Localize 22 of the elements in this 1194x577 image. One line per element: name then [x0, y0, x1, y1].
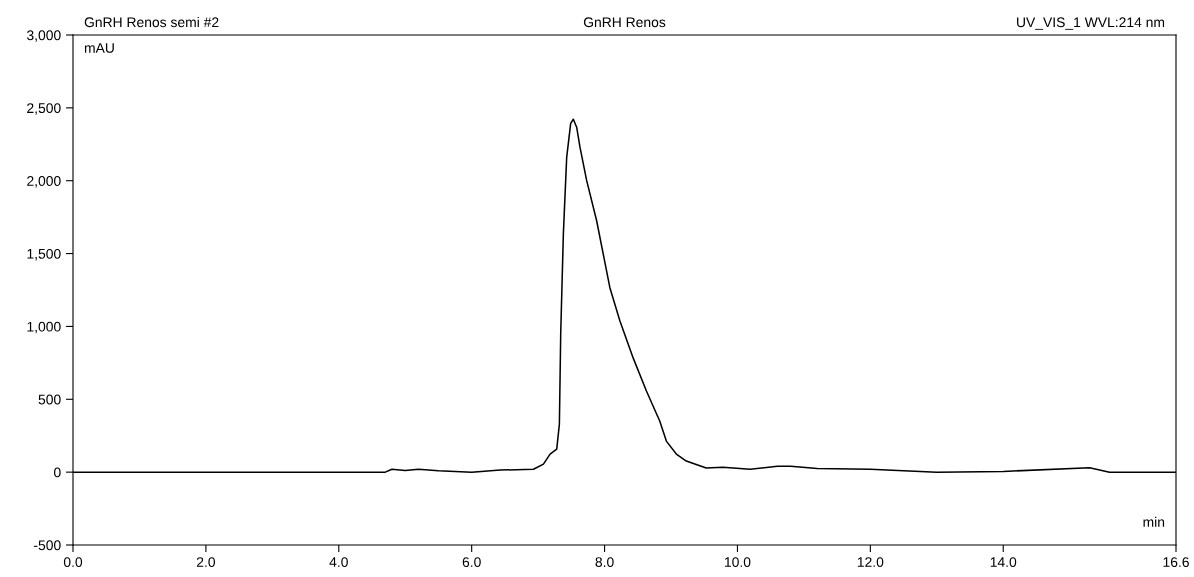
x-tick-label: 16.6 — [1163, 557, 1189, 568]
x-tick-label: 14.0 — [990, 557, 1017, 568]
y-axis-title: mAU — [84, 43, 114, 53]
y-tick-label: -500 — [34, 540, 61, 551]
x-tick-label: 4.0 — [329, 557, 348, 568]
text: UV_VIS_1 WVL:214 nm — [1017, 17, 1165, 30]
x-tick-label: 2.0 — [196, 557, 215, 568]
y-tick-label: 2,500 — [27, 103, 61, 115]
y-tick-label: 1,500 — [27, 248, 61, 261]
y-tick-label: 3,000 — [26, 30, 61, 42]
x-tick-label: 8.0 — [595, 557, 614, 568]
x-tick-label: 12.0 — [857, 557, 884, 568]
y-tick-label: 0 — [54, 467, 61, 478]
x-tick-label: 6.0 — [462, 557, 481, 568]
x-tick-label: 0.0 — [63, 557, 83, 568]
y-tick-label: 500 — [38, 394, 61, 405]
text: GnRH Renos semi #2 — [84, 16, 219, 28]
x-axis-title: min — [1143, 516, 1165, 527]
x-tick-label: 10.0 — [725, 557, 751, 568]
chart-title: GnRH Renos — [583, 17, 666, 28]
y-tick-label: 1,000 — [27, 321, 61, 334]
y-tick-label: 2,000 — [27, 176, 61, 188]
